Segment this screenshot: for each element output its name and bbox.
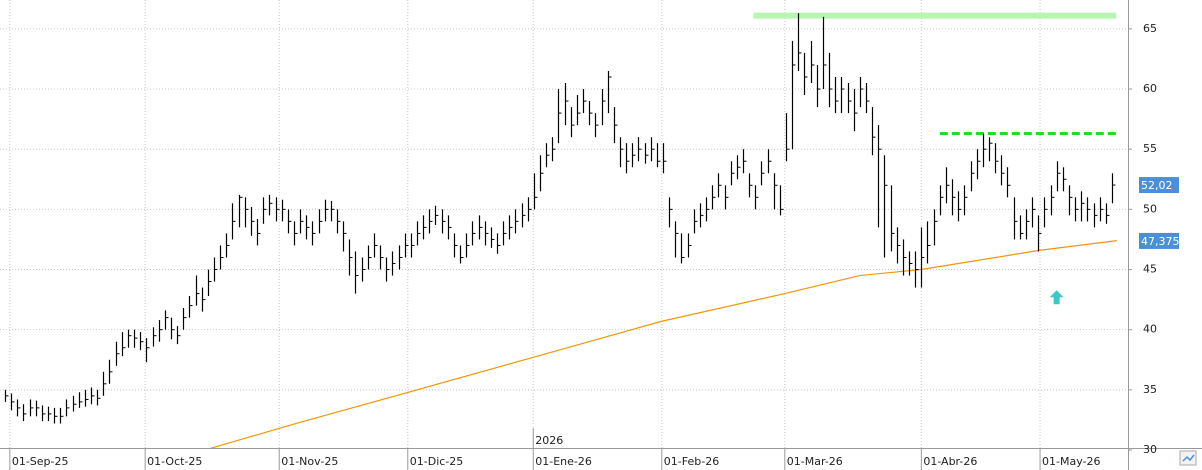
x-tick-label: 01-Nov-25: [281, 455, 338, 468]
x-tick-label: 01-Ene-26: [535, 455, 592, 468]
x-tick-label: 01-Mar-26: [787, 455, 843, 468]
signal-arrow: [1049, 290, 1064, 305]
y-tick-label: 30: [1143, 443, 1157, 456]
y-tick-label: 65: [1143, 22, 1157, 35]
x-tick-label: 01-Feb-26: [664, 455, 719, 468]
y-tick-label: 40: [1143, 323, 1157, 336]
x-tick-label: 01-Abr-26: [923, 455, 977, 468]
year-marker-label: 2026: [535, 434, 563, 447]
x-tick-label: 01-Sep-25: [12, 455, 69, 468]
price-label-box: [1139, 232, 1179, 249]
x-tick-label: 01-May-26: [1042, 455, 1100, 468]
y-tick-label: 55: [1143, 142, 1157, 155]
y-tick-label: 60: [1143, 82, 1157, 95]
moving-average: [209, 240, 1118, 448]
y-tick-label: 45: [1143, 263, 1157, 276]
plot-area: [0, 0, 1128, 448]
x-tick-label: 01-Dic-25: [410, 455, 464, 468]
price-label: 52,02: [1141, 179, 1173, 192]
y-tick-label: 50: [1143, 202, 1157, 215]
price-label: 47,375: [1141, 235, 1180, 248]
y-tick-label: 35: [1143, 383, 1157, 396]
corner-icon[interactable]: [1179, 450, 1197, 466]
x-tick-label: 01-Oct-25: [147, 455, 202, 468]
price-label-box: [1139, 177, 1179, 194]
